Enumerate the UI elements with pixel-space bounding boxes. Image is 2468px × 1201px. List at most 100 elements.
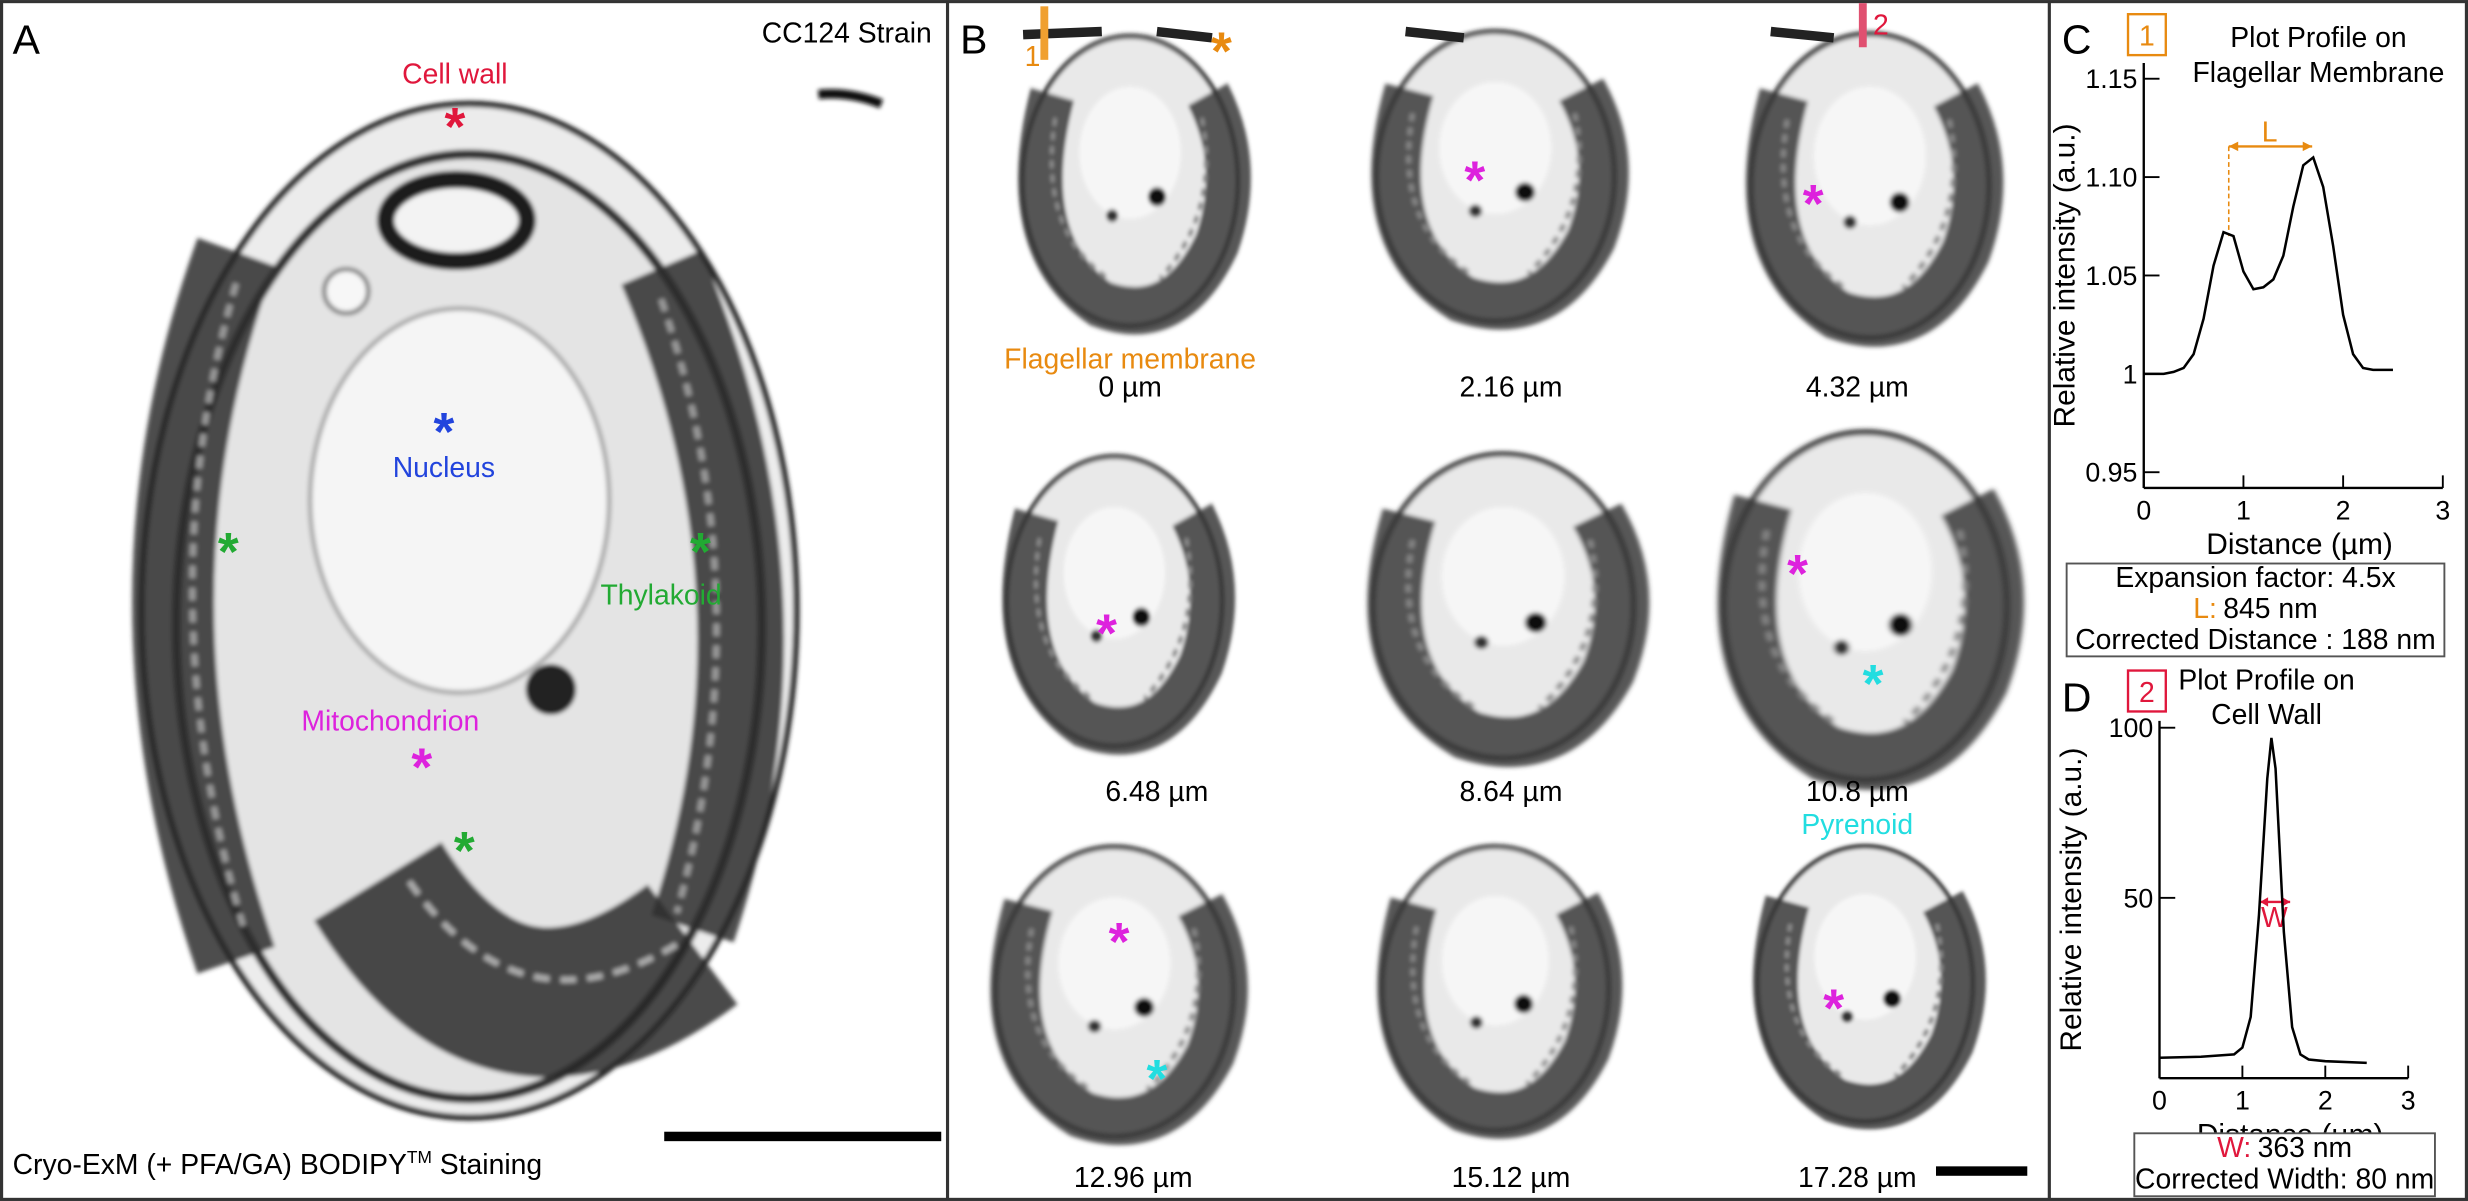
asterisk: * <box>1863 655 1884 714</box>
asterisk: * <box>218 523 239 582</box>
micrograph-grid <box>995 32 2006 1137</box>
x-tick-label: 3 <box>2401 1086 2416 1116</box>
scale-bar <box>1935 1166 2028 1176</box>
chart-title: Plot Profile on <box>2178 664 2354 696</box>
membrane-fragment <box>1022 26 1213 43</box>
panel-letter: A <box>13 17 41 63</box>
asterisk: * <box>690 523 711 582</box>
micrograph <box>1022 36 1237 326</box>
depth-label: 8.64 µm <box>1460 776 1563 808</box>
x-tick-label: 2 <box>2318 1086 2333 1116</box>
profile-marker: 2 <box>1873 10 1889 42</box>
panel-letter: C <box>2062 17 2092 63</box>
info-key: L: <box>2193 593 2217 625</box>
asterisk: * <box>411 738 432 797</box>
depth-label: 6.48 µm <box>1105 776 1208 808</box>
micrograph-detail <box>525 664 577 715</box>
micrograph <box>1373 454 1634 758</box>
profile-marker: 1 <box>1025 41 1041 73</box>
chart-title: Plot Profile on <box>2230 22 2406 54</box>
micrograph <box>1751 34 1989 338</box>
micrograph <box>1376 32 1614 322</box>
depth-label: 12.96 µm <box>1074 1162 1193 1194</box>
chart-title: Flagellar Membrane <box>2193 57 2445 89</box>
micrograph-detail <box>189 282 247 930</box>
info-line: Corrected Distance : 188 nm <box>2075 624 2436 656</box>
y-axis-label: Relative intensity (a.u.) <box>2055 748 2088 1052</box>
marker-box <box>2126 13 2167 57</box>
y-tick-label: 1.05 <box>2085 261 2137 291</box>
panel-letter: D <box>2062 674 2092 720</box>
info-box <box>2065 562 2446 658</box>
micrograph-detail <box>321 266 371 316</box>
asterisk: * <box>444 98 465 157</box>
info-line: W: 363 nm <box>2217 1132 2352 1164</box>
panel-letter: B <box>960 17 987 63</box>
depth-label: 2.16 µm <box>1460 372 1563 404</box>
info-key: W: <box>2217 1132 2251 1164</box>
info-line: L: 845 nm <box>2193 593 2317 625</box>
micrograph-detail <box>658 298 720 914</box>
micrograph-detail <box>132 237 275 974</box>
info-line: Corrected Width: 80 nm <box>2135 1163 2434 1195</box>
asterisk: * <box>454 822 475 881</box>
profile-marker: 1 <box>2139 21 2155 53</box>
y-tick-label: 1.10 <box>2085 163 2137 193</box>
profile-line <box>2143 155 2393 376</box>
mitochondrion-label: Mitochondrion <box>301 705 479 737</box>
y-tick-label: 100 <box>2109 713 2154 743</box>
pyrenoid-label: Pyrenoid <box>1801 809 1913 841</box>
nucleus-label: Nucleus <box>393 452 495 484</box>
y-axis-label: Relative intensity (a.u.) <box>2049 123 2082 427</box>
chart-title: Cell Wall <box>2211 699 2322 731</box>
annotation: L <box>2262 117 2278 149</box>
micrograph <box>1758 846 1973 1121</box>
info-line: Expansion factor: 4.5x <box>2115 562 2395 594</box>
profile-marker: 2 <box>2139 677 2155 709</box>
micrograph <box>995 847 1233 1137</box>
scale-bar <box>664 1131 942 1142</box>
micrograph <box>1724 432 2007 780</box>
y-tick-label: 50 <box>2123 883 2153 913</box>
strain-label: CC124 Strain <box>762 18 932 50</box>
asterisk: * <box>433 403 454 462</box>
micrograph-detail <box>307 306 612 695</box>
caption-superscript: TM <box>407 1147 432 1167</box>
caption-text: Staining <box>440 1149 542 1181</box>
thylakoid-label: Thylakoid <box>600 579 721 611</box>
x-tick-label: 3 <box>2435 495 2450 525</box>
asterisk: * <box>1211 22 1232 81</box>
micrograph-detail <box>2228 141 2313 152</box>
x-tick-label: 0 <box>2136 495 2151 525</box>
membrane-fragment <box>1405 26 1835 43</box>
depth-label: 15.12 µm <box>1452 1162 1571 1194</box>
asterisk: * <box>1146 1050 1167 1109</box>
x-tick-label: 1 <box>2236 495 2251 525</box>
x-tick-label: 0 <box>2152 1086 2167 1116</box>
y-tick-label: 0.95 <box>2085 458 2137 488</box>
asterisk: * <box>1464 151 1485 210</box>
marker-box <box>2126 669 2167 713</box>
x-tick-label: 1 <box>2235 1086 2250 1116</box>
micrograph-a <box>132 89 884 1121</box>
profile-line <box>1040 6 1049 60</box>
cell-wall-label: Cell wall <box>402 58 507 90</box>
caption-text: Cryo-ExM (+ PFA/GA) BODIPY <box>13 1149 407 1181</box>
asterisk: * <box>1803 175 1824 234</box>
profile-line <box>2159 737 2367 1065</box>
asterisk: * <box>1787 545 1808 604</box>
asterisk: * <box>1096 605 1117 664</box>
x-tick-label: 2 <box>2336 495 2351 525</box>
y-tick-label: 1.15 <box>2085 64 2137 94</box>
micrograph-detail <box>314 841 738 1077</box>
micrograph-detail <box>376 170 536 270</box>
asterisk: * <box>1823 979 1844 1038</box>
flagellar-membrane-label: Flagellar membrane <box>1004 343 1256 375</box>
info-box <box>2133 1132 2436 1198</box>
asterisk: * <box>1109 913 1130 972</box>
info-value: 363 nm <box>2258 1132 2353 1164</box>
caption: Cryo-ExM (+ PFA/GA) BODIPYTM Staining <box>13 1147 543 1181</box>
profile-line <box>1858 3 1867 48</box>
depth-label: 4.32 µm <box>1806 372 1909 404</box>
